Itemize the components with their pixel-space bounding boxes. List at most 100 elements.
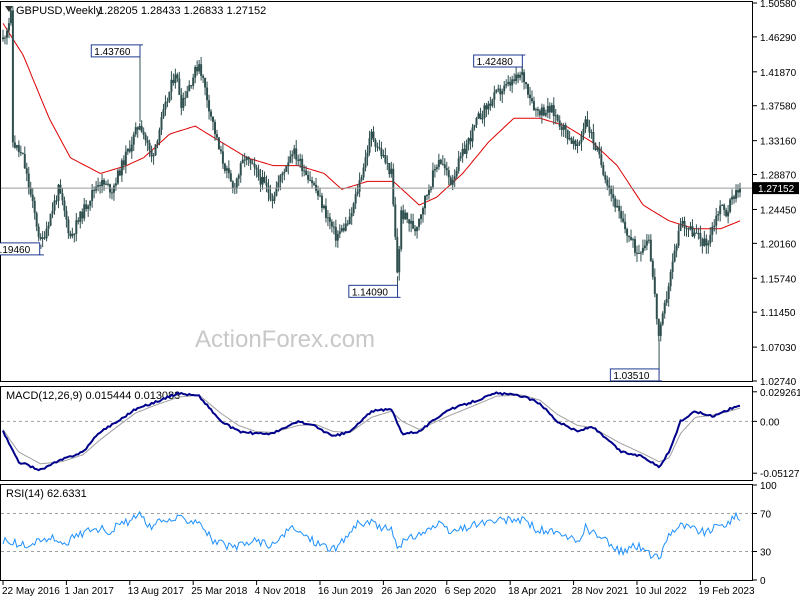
candle-body [69, 233, 72, 237]
candle-body [101, 180, 104, 187]
candle-body [447, 170, 450, 178]
candle-body [645, 240, 648, 246]
candle-body [146, 140, 149, 144]
candle-body [206, 87, 209, 101]
candle-body [519, 74, 522, 78]
extreme-price-label-box [348, 284, 399, 298]
candle-body [517, 74, 520, 78]
candle-body [596, 147, 599, 150]
candle-body [176, 74, 179, 79]
candle-body [550, 105, 553, 113]
candle-body [505, 83, 508, 86]
candle-body [210, 111, 213, 117]
candle-body [330, 221, 333, 227]
candle-body [715, 215, 718, 226]
candle-body [637, 252, 640, 254]
candle-body [618, 205, 621, 212]
candle-body [540, 107, 543, 116]
candle-body [483, 105, 486, 119]
candle-body [85, 204, 88, 209]
candle-body [420, 214, 423, 220]
candle-body [576, 144, 579, 146]
candle-body [265, 182, 268, 186]
candle-body [445, 168, 448, 171]
candle-body [548, 105, 551, 113]
candle-body [251, 163, 254, 165]
candle-body [425, 195, 428, 197]
candle-body [204, 77, 207, 88]
candle-body [366, 152, 369, 158]
candle-body [659, 324, 662, 336]
candle-body [513, 79, 516, 81]
candle-body [126, 148, 129, 152]
candle-body [99, 185, 102, 187]
candle-body [186, 91, 189, 98]
price-axis-label: 1.50580 [760, 0, 797, 10]
candle-body [538, 110, 541, 116]
candle-body [372, 131, 375, 140]
candle-body [386, 162, 389, 164]
candle-body [110, 192, 113, 194]
candle-body [453, 176, 456, 180]
candle-body [61, 193, 64, 201]
candle-body [663, 302, 666, 314]
candle-body [489, 103, 492, 106]
candle-body [733, 196, 736, 199]
candle-body [136, 127, 139, 130]
candle-body [15, 145, 18, 148]
candle-body [695, 232, 698, 234]
candle-body [213, 121, 216, 135]
extreme-price-label-box [90, 44, 141, 58]
candle-body [653, 276, 656, 295]
time-axis-label: 4 Nov 2018 [255, 586, 307, 597]
candle-body [622, 218, 625, 222]
candle-body [138, 125, 141, 130]
time-axis-label: 18 Apr 2021 [508, 586, 562, 597]
price-axis-label: 1.20160 [760, 239, 797, 250]
candle-body [132, 134, 135, 145]
candle-body [239, 163, 242, 176]
candle-body [713, 225, 716, 227]
candle-body [97, 185, 100, 187]
rsi-axis-label: 100 [760, 481, 777, 492]
candle-body [568, 138, 571, 140]
candle-body [156, 141, 159, 145]
candle-body [382, 155, 385, 157]
candle-body [243, 159, 246, 161]
candle-body [495, 89, 498, 93]
candle-body [116, 170, 119, 184]
candle-body [735, 190, 738, 199]
price-axis-label: 1.02740 [760, 377, 797, 388]
candle-body [586, 119, 589, 127]
candle-body [297, 159, 300, 161]
candle-body [433, 169, 436, 171]
macd-title: MACD(12,26,9) 0.015444 0.013083 [6, 390, 180, 402]
candle-body [620, 211, 623, 219]
time-axis-label: 6 Sep 2020 [445, 586, 497, 597]
rsi-axis-label: 70 [760, 510, 772, 521]
macd-pane-frame [0, 386, 753, 481]
candle-body [388, 163, 391, 175]
watermark: ActionForex.com [195, 326, 375, 353]
candle-body [346, 223, 349, 225]
candle-body [431, 170, 434, 187]
candle-body [57, 184, 60, 201]
candle-body [180, 94, 183, 108]
candle-body [65, 210, 68, 220]
candle-body [467, 138, 470, 145]
candle-body [463, 148, 466, 154]
candle-body [225, 168, 228, 171]
price-axis-label: 1.46290 [760, 33, 797, 44]
candle-body [27, 173, 30, 188]
candle-body [556, 115, 559, 121]
candle-body [410, 220, 413, 224]
candle-body [196, 66, 199, 72]
candle-body [630, 237, 633, 240]
candle-body [679, 223, 682, 231]
extreme-price-label-box [473, 54, 523, 68]
candle-body [299, 158, 302, 161]
extreme-price-label: 1.42480 [477, 57, 514, 68]
candle-body [717, 214, 720, 216]
candle-body [37, 226, 40, 237]
candle-body [142, 131, 145, 135]
